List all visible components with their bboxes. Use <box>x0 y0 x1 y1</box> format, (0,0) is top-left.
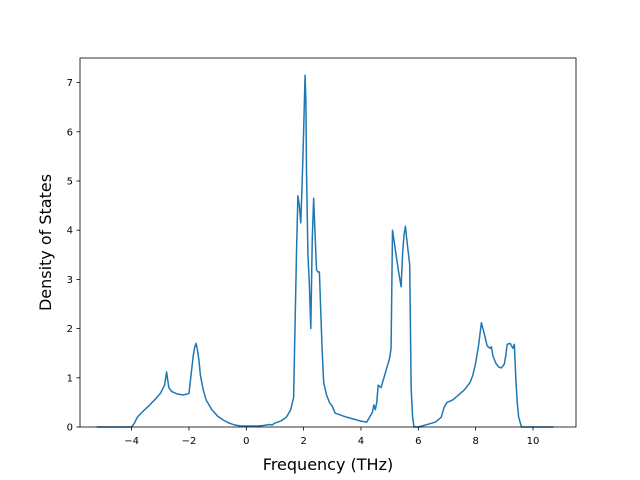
x-tick-label: 2 <box>300 436 306 447</box>
y-tick-label: 7 <box>67 78 73 89</box>
y-tick-label: 3 <box>67 275 73 286</box>
x-tick-label: −2 <box>182 436 197 447</box>
y-tick-label: 5 <box>67 177 73 188</box>
y-tick-label: 2 <box>67 324 73 335</box>
plot-area <box>96 74 554 428</box>
x-axis: −4 −2 0 2 4 6 8 10 <box>124 427 539 447</box>
y-tick-label: 6 <box>67 127 73 138</box>
x-axis-label: Frequency (THz) <box>263 455 393 474</box>
y-tick-label: 4 <box>67 226 73 237</box>
y-tick-label: 0 <box>67 423 73 434</box>
x-tick-label: −4 <box>124 436 139 447</box>
x-tick-label: 10 <box>527 436 540 447</box>
plot-frame <box>79 57 577 428</box>
x-tick-label: 6 <box>415 436 421 447</box>
y-tick-label: 1 <box>67 373 73 384</box>
x-tick-label: 0 <box>243 436 249 447</box>
x-tick-label: 8 <box>472 436 478 447</box>
dos-series-line <box>96 74 554 428</box>
y-axis: 0 1 2 3 4 5 6 7 <box>67 78 80 434</box>
y-axis-label: Density of States <box>36 174 55 311</box>
x-tick-label: 4 <box>358 436 364 447</box>
